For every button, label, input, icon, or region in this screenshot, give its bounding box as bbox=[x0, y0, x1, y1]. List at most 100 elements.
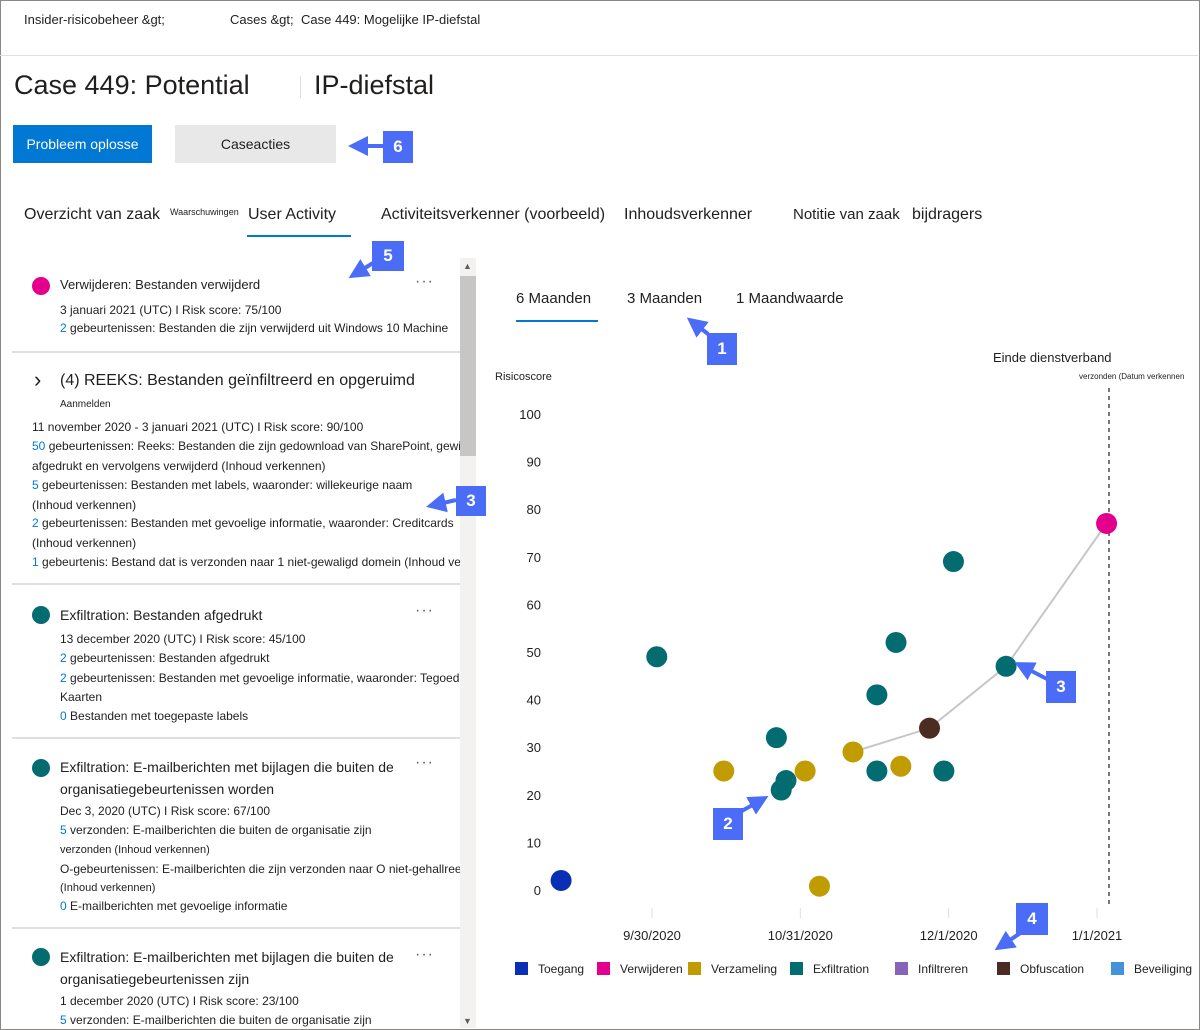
exfiltration-category-dot bbox=[32, 759, 50, 777]
activity-detail-text: gebeurtenissen: Bestanden afgedrukt bbox=[66, 651, 270, 665]
activity-title[interactable]: Verwijderen: Bestanden verwijderd bbox=[60, 277, 261, 292]
tab-case-notes[interactable]: Notitie van zaak bbox=[793, 206, 900, 223]
data-point-exfiltration bbox=[765, 727, 787, 749]
activity-detail-line: 5 verzonden: E-mailberichten die buiten … bbox=[60, 1013, 372, 1027]
legend-label[interactable]: Verzameling bbox=[711, 962, 778, 976]
data-point-verzameling bbox=[794, 760, 816, 782]
event-count-link[interactable]: 5 bbox=[60, 1013, 67, 1027]
callout-arrow-2 bbox=[739, 796, 769, 815]
sequence-date-score: 11 november 2020 - 3 januari 2021 (UTC) … bbox=[32, 420, 364, 434]
legend-label[interactable]: Infiltreren bbox=[918, 962, 969, 976]
termination-marker-sublabel: verzonden (Datum verkennen bbox=[1079, 372, 1184, 381]
range-tab-6-months[interactable]: 6 Maanden bbox=[516, 290, 591, 307]
callout-badge-3-list: 3 bbox=[456, 486, 486, 516]
activity-detail-line: 2 gebeurtenissen: Bestanden met gevoelig… bbox=[60, 671, 459, 685]
data-point-verzameling bbox=[808, 875, 830, 897]
breadcrumb-item-cases[interactable]: Cases &gt; bbox=[230, 12, 294, 27]
legend-label[interactable]: Verwijderen bbox=[620, 962, 683, 976]
tab-alerts[interactable]: Waarschuwingen bbox=[170, 207, 239, 217]
breadcrumb-item-insider-risk[interactable]: Insider-risicobeheer &gt; bbox=[24, 12, 165, 27]
event-count-link[interactable]: 5 bbox=[60, 823, 67, 837]
case-actions-button[interactable]: Caseacties bbox=[175, 125, 336, 163]
y-tick-label: 0 bbox=[534, 883, 541, 898]
activity-detail-line: 2 gebeurtenissen: Bestanden afgedrukt bbox=[60, 651, 270, 665]
title-separator bbox=[300, 76, 301, 98]
legend-swatch bbox=[1111, 962, 1124, 975]
list-divider bbox=[12, 737, 460, 739]
range-num: 3 bbox=[627, 290, 636, 307]
sequence-detail-text: gebeurtenissen: Reeks: Bestanden die zij… bbox=[45, 439, 460, 453]
tab-contributors[interactable]: bijdragers bbox=[912, 206, 983, 223]
activity-detail-line: 5 verzonden: E-mailberichten die buiten … bbox=[60, 823, 372, 837]
resolve-case-button[interactable]: Probleem oplosse bbox=[13, 125, 152, 163]
event-count-link[interactable]: 5 bbox=[32, 478, 39, 492]
active-range-indicator bbox=[516, 320, 598, 322]
activity-title-cont[interactable]: organisatiegebeurtenissen zijn bbox=[60, 971, 250, 987]
data-point-verwijderen bbox=[1096, 512, 1118, 534]
breadcrumb-bar: Insider-risicobeheer &gt; Cases &gt; Cas… bbox=[0, 0, 1198, 56]
activity-list-scrollbar[interactable]: ▲ ▼ bbox=[460, 258, 476, 1028]
more-icon[interactable]: ··· bbox=[415, 754, 434, 771]
sequence-detail-cont: (Inhoud verkennen) bbox=[32, 536, 137, 550]
legend-swatch bbox=[597, 962, 610, 975]
chevron-right-icon[interactable]: › bbox=[34, 367, 42, 392]
activity-title[interactable]: Exfiltration: E-mailberichten met bijlag… bbox=[60, 759, 394, 775]
data-point-exfiltration bbox=[942, 551, 964, 573]
activity-detail-text: verzonden: E-mailberichten die buiten de… bbox=[66, 823, 372, 837]
callout-badge-1: 1 bbox=[707, 333, 737, 365]
activity-detail-text: verzonden: E-mailberichten die buiten de… bbox=[66, 1013, 372, 1027]
activity-detail-text: gebeurtenissen: Bestanden die zijn verwi… bbox=[66, 321, 449, 335]
activity-title[interactable]: Exfiltration: E-mailberichten met bijlag… bbox=[60, 949, 394, 965]
data-point-verzameling bbox=[713, 760, 735, 782]
callout-badge-6: 6 bbox=[383, 131, 413, 163]
sequence-detail-text: gebeurtenissen: Bestanden met labels, wa… bbox=[38, 478, 413, 492]
event-count-link[interactable]: 50 bbox=[32, 439, 46, 453]
data-point-verzameling bbox=[890, 755, 912, 777]
legend-label[interactable]: Toegang bbox=[538, 962, 585, 976]
legend-label[interactable]: Beveiliging bbox=[1134, 962, 1193, 976]
event-count-link[interactable]: 1 bbox=[32, 555, 39, 569]
scroll-down-icon[interactable]: ▼ bbox=[463, 1016, 472, 1026]
legend-label[interactable]: Obfuscation bbox=[1020, 962, 1085, 976]
y-axis-label: Risicoscore bbox=[495, 371, 552, 383]
data-point-verzameling bbox=[842, 741, 864, 763]
data-point-toegang bbox=[550, 869, 572, 891]
sequence-line bbox=[852, 522, 1108, 753]
more-icon[interactable]: ··· bbox=[415, 946, 434, 963]
activity-title-cont[interactable]: organisatiegebeurtenissen worden bbox=[60, 781, 275, 797]
legend-label[interactable]: Exfiltration bbox=[813, 962, 870, 976]
activity-title[interactable]: Exfiltration: Bestanden afgedrukt bbox=[60, 607, 263, 623]
callout-badge-3-chart: 3 bbox=[1046, 671, 1076, 703]
tab-activity-explorer[interactable]: Activiteitsverkenner (voorbeeld) bbox=[381, 206, 606, 223]
scroll-thumb[interactable] bbox=[460, 276, 476, 456]
legend-swatch bbox=[895, 962, 908, 975]
range-tab-1-month[interactable]: 1 Maandwaarde bbox=[736, 290, 844, 307]
event-count-link[interactable]: 2 bbox=[60, 321, 67, 335]
tab-case-overview[interactable]: Overzicht van zaak bbox=[24, 206, 161, 223]
y-tick-label: 50 bbox=[527, 645, 541, 660]
more-icon[interactable]: ··· bbox=[415, 273, 434, 290]
callout-arrow-1 bbox=[686, 317, 710, 338]
event-count-link[interactable]: 0 bbox=[60, 709, 67, 723]
event-count-link[interactable]: 0 bbox=[60, 899, 67, 913]
scroll-up-icon[interactable]: ▲ bbox=[463, 261, 472, 271]
activity-detail-text: E-mailberichten met gevoelige informatie bbox=[66, 899, 288, 913]
activity-date-score: 13 december 2020 (UTC) I Risk score: 45/… bbox=[60, 632, 306, 646]
y-tick-label: 20 bbox=[527, 788, 541, 803]
activity-list: Verwijderen: Bestanden verwijderd ··· 3 … bbox=[0, 255, 460, 1030]
y-tick-label: 90 bbox=[527, 455, 541, 470]
x-tick-label: 1/1/2021 bbox=[1072, 928, 1123, 943]
event-count-link[interactable]: 2 bbox=[32, 516, 39, 530]
callout-badge-4: 4 bbox=[1016, 903, 1048, 935]
more-icon[interactable]: ··· bbox=[415, 602, 434, 619]
list-divider bbox=[12, 927, 460, 929]
sequence-title[interactable]: (4) REEKS: Bestanden geïnfiltreerd en op… bbox=[60, 372, 415, 389]
y-tick-label: 100 bbox=[519, 407, 541, 422]
tab-content-explorer[interactable]: Inhoudsverkenner bbox=[624, 206, 753, 223]
event-count-link[interactable]: 2 bbox=[60, 651, 67, 665]
range-tab-3-months[interactable]: 3 Maanden bbox=[627, 290, 702, 307]
event-count-link[interactable]: 2 bbox=[60, 671, 67, 685]
tab-user-activity[interactable]: User Activity bbox=[248, 206, 337, 223]
